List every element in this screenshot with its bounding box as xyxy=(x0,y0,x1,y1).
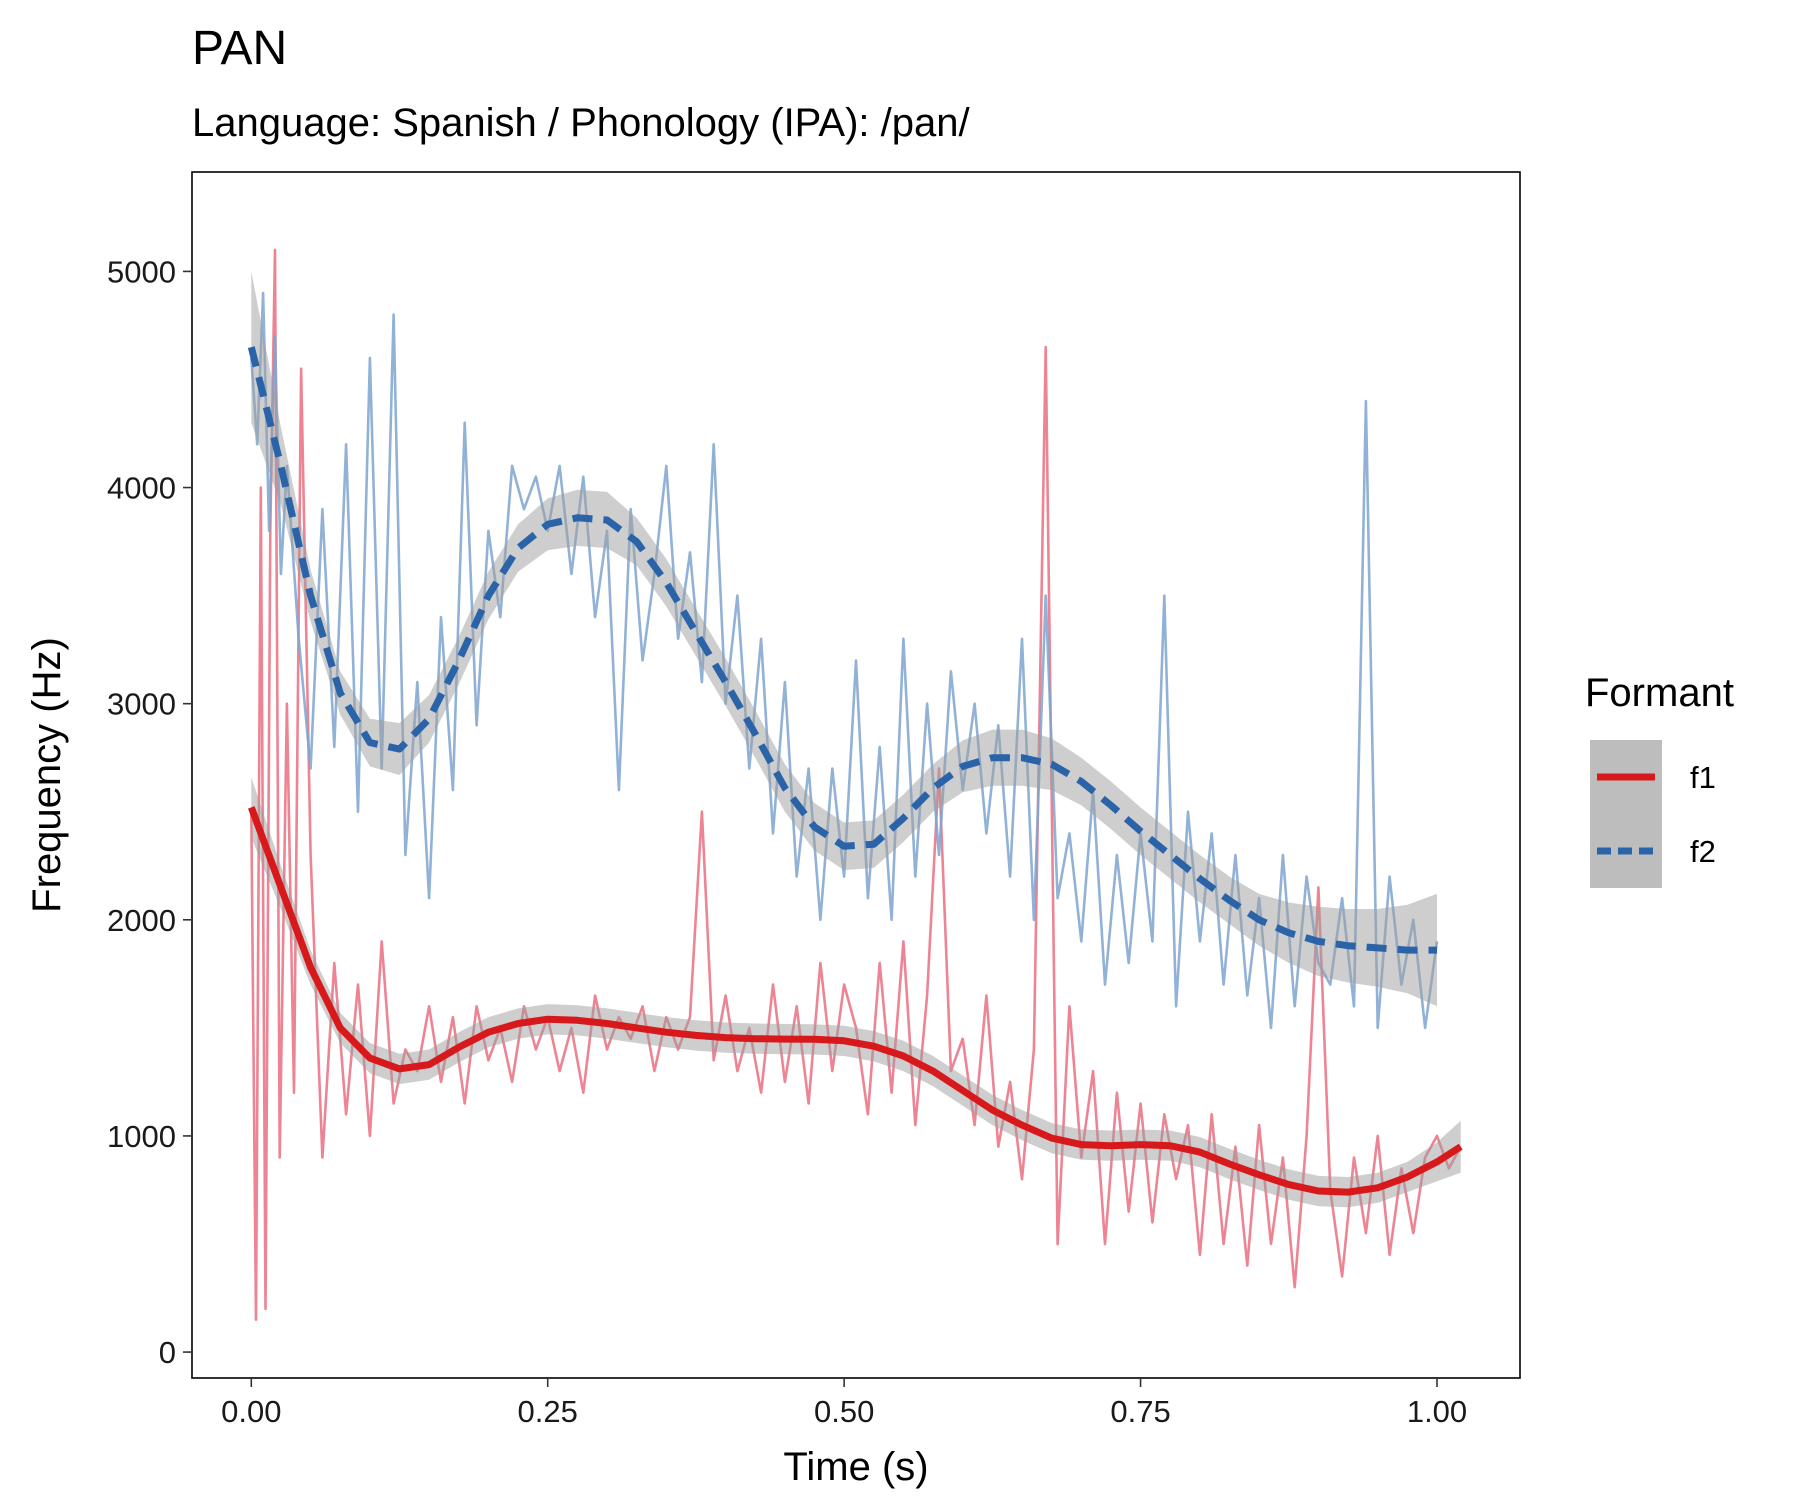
legend: Formant f1 f2 xyxy=(1585,671,1734,888)
legend-label-f2: f2 xyxy=(1690,834,1716,869)
x-tick-label: 0.00 xyxy=(221,1394,281,1429)
plot-panel-border xyxy=(191,171,1521,1379)
plot-area xyxy=(247,248,1463,1321)
x-axis: 0.00 0.25 0.50 0.75 1.00 xyxy=(221,1378,1467,1429)
y-tick-label: 5000 xyxy=(107,254,176,289)
smooth-line-f2 xyxy=(247,346,1437,954)
y-axis: 0 1000 2000 3000 4000 5000 xyxy=(107,254,192,1370)
smooth-line-f1 xyxy=(248,806,1463,1196)
chart-title: PAN xyxy=(192,22,287,75)
confidence-band-f2 xyxy=(251,271,1437,1007)
legend-title: Formant xyxy=(1585,671,1734,715)
y-tick-label: 4000 xyxy=(107,471,176,506)
x-tick-label: 1.00 xyxy=(1407,1394,1467,1429)
y-tick-label: 0 xyxy=(159,1335,176,1370)
y-tick-label: 3000 xyxy=(107,687,176,722)
x-tick-label: 0.50 xyxy=(814,1394,874,1429)
x-tick-label: 0.25 xyxy=(518,1394,578,1429)
chart-subtitle: Language: Spanish / Phonology (IPA): /pa… xyxy=(192,101,970,145)
x-tick-label: 0.75 xyxy=(1110,1394,1170,1429)
y-axis-title: Frequency (Hz) xyxy=(25,637,69,913)
y-tick-label: 2000 xyxy=(107,903,176,938)
y-tick-label: 1000 xyxy=(107,1119,176,1154)
x-axis-title: Time (s) xyxy=(783,1445,928,1489)
legend-label-f1: f1 xyxy=(1690,760,1716,795)
